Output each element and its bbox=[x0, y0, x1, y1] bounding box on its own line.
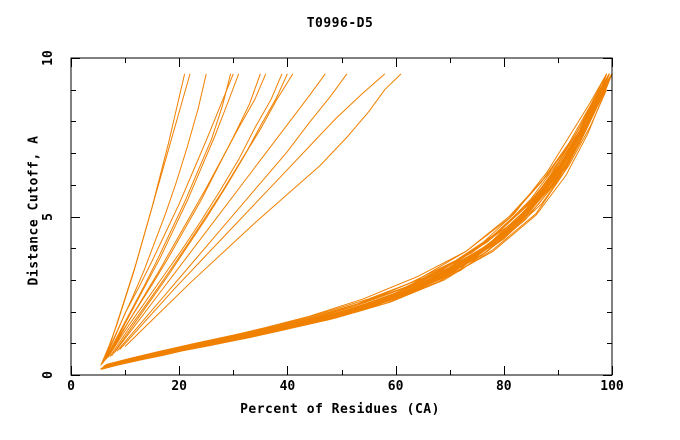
data-curve bbox=[102, 73, 186, 363]
plot-background bbox=[71, 58, 612, 375]
data-curve bbox=[124, 73, 402, 347]
data-curve bbox=[113, 73, 326, 354]
x-tick-label: 100 bbox=[600, 379, 624, 394]
y-tick-label: 5 bbox=[41, 212, 56, 221]
data-curve bbox=[100, 73, 613, 370]
x-axis-label: Percent of Residues (CA) bbox=[240, 402, 440, 417]
data-curve bbox=[101, 73, 613, 370]
data-curve bbox=[105, 73, 240, 360]
data-curve bbox=[111, 73, 288, 357]
data-curve bbox=[103, 73, 610, 368]
x-tick-label: 60 bbox=[387, 379, 404, 394]
data-curve bbox=[107, 73, 283, 358]
plot-frame bbox=[70, 57, 613, 376]
data-curve bbox=[116, 73, 348, 352]
x-tick-label: 20 bbox=[171, 379, 188, 394]
x-tick-label: 80 bbox=[495, 379, 512, 394]
data-curve bbox=[106, 73, 613, 366]
data-curve bbox=[103, 73, 613, 368]
x-tick-label: 0 bbox=[67, 379, 75, 394]
chart-title: T0996-D5 bbox=[306, 16, 374, 31]
y-tick-label: 10 bbox=[41, 50, 56, 66]
data-curve bbox=[104, 73, 232, 361]
data-curve bbox=[103, 73, 234, 363]
data-curve bbox=[119, 73, 386, 350]
data-curve bbox=[109, 73, 294, 357]
y-axis-label: Distance Cutoff, A bbox=[26, 135, 42, 286]
y-tick-label: 0 bbox=[41, 371, 56, 379]
data-curves bbox=[100, 73, 613, 370]
x-tick-label: 40 bbox=[279, 379, 296, 394]
data-curve bbox=[105, 73, 261, 360]
